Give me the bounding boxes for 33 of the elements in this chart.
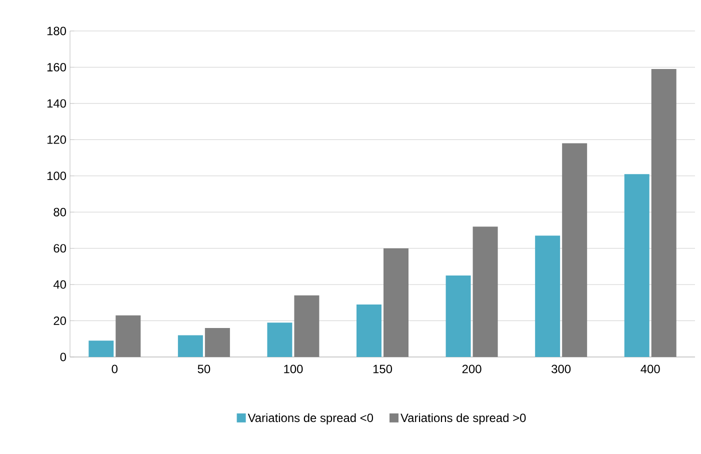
x-tick-label: 150 xyxy=(373,364,392,374)
bar xyxy=(624,174,650,357)
bar xyxy=(116,315,141,357)
y-tick-label: 160 xyxy=(47,62,66,72)
bar xyxy=(267,322,292,357)
legend-label: Variations de spread <0 xyxy=(248,413,374,424)
x-tick-label: 100 xyxy=(284,364,303,374)
bar xyxy=(178,335,203,357)
legend-label: Variations de spread >0 xyxy=(400,413,526,424)
bar xyxy=(446,275,471,357)
x-tick-label: 300 xyxy=(552,364,571,374)
y-tick-label: 180 xyxy=(47,26,66,36)
y-tick-label: 120 xyxy=(47,135,66,144)
x-tick-label: 50 xyxy=(198,364,210,374)
y-tick-label: 0 xyxy=(60,352,66,362)
bar xyxy=(562,143,588,357)
bar xyxy=(204,328,230,357)
y-tick-label: 100 xyxy=(47,172,66,180)
bar xyxy=(88,340,114,357)
y-tick-label: 80 xyxy=(54,208,66,216)
y-tick-label: 40 xyxy=(53,280,66,289)
bar xyxy=(472,226,498,357)
x-tick-label: 400 xyxy=(640,364,660,374)
x-tick-label: 0 xyxy=(112,364,118,374)
bar xyxy=(384,248,409,357)
bar xyxy=(535,236,560,357)
bar xyxy=(294,295,320,357)
x-tick-label: 200 xyxy=(462,364,482,374)
y-tick-label: 20 xyxy=(54,316,66,325)
y-tick-label: 60 xyxy=(54,244,66,253)
bar xyxy=(651,69,676,357)
bar xyxy=(356,304,382,357)
y-tick-label: 140 xyxy=(47,99,66,108)
